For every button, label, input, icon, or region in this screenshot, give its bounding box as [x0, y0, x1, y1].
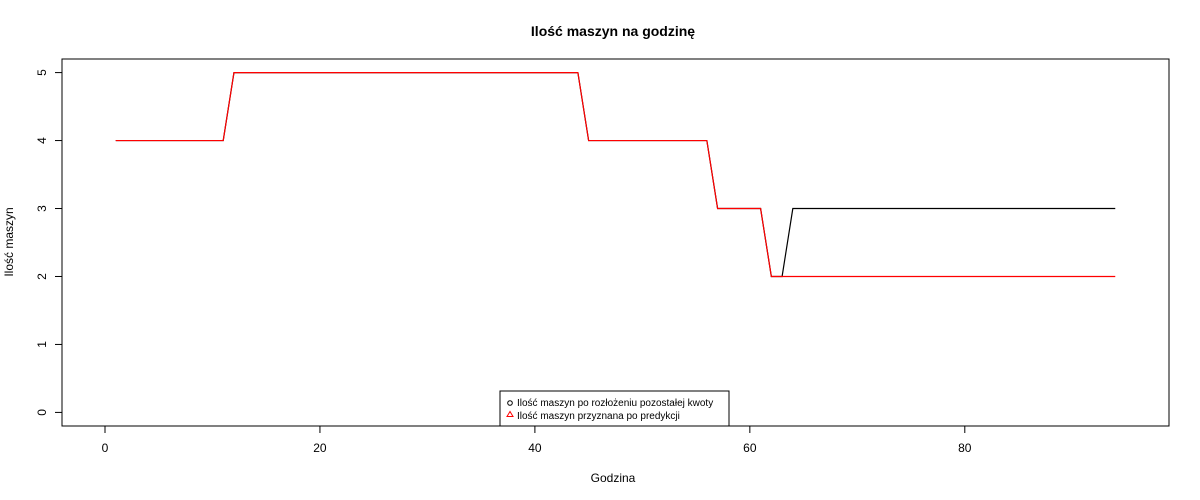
- series-layer: [115, 71, 1116, 278]
- x-axis-label: Godzina: [591, 471, 636, 485]
- legend-box: [499, 390, 730, 427]
- legend: Ilość maszyn po rozłożeniu pozostałej kw…: [499, 390, 730, 427]
- x-tick-label: 20: [313, 441, 327, 455]
- x-tick-label: 80: [958, 441, 972, 455]
- y-axis-label: Ilość maszyn: [2, 207, 16, 276]
- x-tick-label: 40: [528, 441, 542, 455]
- y-axis: 0 1 2 3 4 5: [35, 69, 63, 416]
- chart-title: Ilość maszyn na godzinę: [531, 23, 695, 39]
- legend-marker-circle-icon: [507, 400, 513, 406]
- plot-frame: [61, 58, 1170, 427]
- y-tick-label: 5: [35, 69, 49, 76]
- legend-label-series-1: Ilość maszyn po rozłożeniu pozostałej kw…: [517, 398, 713, 409]
- x-axis: 0 20 40 60 80: [102, 425, 972, 455]
- y-tick-label: 4: [35, 137, 49, 144]
- x-tick-label: 0: [102, 441, 109, 455]
- legend-marker-triangle-icon: [506, 410, 514, 417]
- series-line-2: [115, 71, 1116, 278]
- legend-label-series-2: Ilość maszyn przyznana po predykcji: [517, 411, 680, 422]
- series-line-1: [115, 71, 1116, 278]
- y-tick-label: 1: [35, 341, 49, 348]
- y-tick-label: 0: [35, 409, 49, 416]
- x-tick-label: 60: [743, 441, 757, 455]
- y-tick-label: 3: [35, 205, 49, 212]
- y-tick-label: 2: [35, 273, 49, 280]
